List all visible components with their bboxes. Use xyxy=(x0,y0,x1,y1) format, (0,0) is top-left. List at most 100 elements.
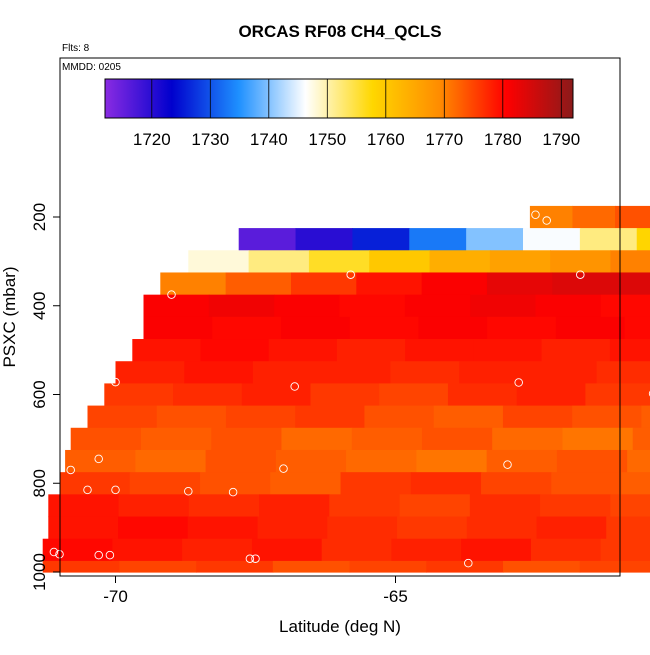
heatmap-cell xyxy=(339,294,406,318)
colorbar-tick-label: 1720 xyxy=(133,130,171,149)
heatmap-cell xyxy=(621,472,650,495)
heatmap-cell xyxy=(609,339,650,362)
heatmap-cell xyxy=(129,472,201,495)
heatmap-cell xyxy=(140,427,212,451)
heatmap-cell xyxy=(447,383,518,407)
x-tick-label: -65 xyxy=(383,587,408,606)
sample-point xyxy=(531,210,540,220)
sample-point xyxy=(279,464,288,473)
heatmap-cell xyxy=(562,427,634,451)
heatmap-cell xyxy=(59,472,131,495)
heatmap-cell xyxy=(466,228,524,251)
heatmap-cell xyxy=(617,272,650,296)
sample-point xyxy=(49,547,59,557)
heatmap-cell xyxy=(473,339,543,362)
heatmap-cell xyxy=(615,205,650,229)
heatmap-cell xyxy=(369,250,431,274)
sample-point xyxy=(66,465,75,475)
heatmap-cell xyxy=(352,228,410,251)
sample-point xyxy=(83,485,92,495)
heatmap-cell xyxy=(503,560,581,573)
sample-point xyxy=(27,485,36,495)
heatmap-cell xyxy=(461,538,532,562)
heatmap-cell xyxy=(184,361,254,385)
heatmap-cell xyxy=(259,494,330,518)
heatmap-cell xyxy=(596,361,650,385)
colorbar-tick-label: 1770 xyxy=(425,130,463,149)
heatmap-cell xyxy=(556,449,628,473)
heatmap-cell xyxy=(535,294,602,318)
heatmap-cell xyxy=(321,361,392,385)
heatmap-cell xyxy=(205,449,277,473)
heatmap-cell xyxy=(579,228,638,251)
heatmap-cell xyxy=(481,472,552,495)
heatmap-cell xyxy=(610,494,650,518)
sample-point xyxy=(94,454,103,464)
colorbar-tick-label: 1730 xyxy=(191,130,229,149)
heatmap-cell xyxy=(404,294,471,318)
sample-point xyxy=(94,550,103,560)
heatmap-cell xyxy=(329,494,401,518)
heatmap-cell xyxy=(418,316,488,340)
heatmap-cell xyxy=(610,250,650,274)
heatmap-cell xyxy=(572,205,616,229)
heatmap-cell xyxy=(336,339,406,362)
heatmap-cell xyxy=(351,427,423,451)
sample-point xyxy=(576,270,585,279)
heatmap-cell xyxy=(290,272,357,296)
heatmap-cell xyxy=(636,228,650,251)
sample-point xyxy=(251,554,260,563)
heatmap-cell xyxy=(536,516,607,540)
heatmap-cell xyxy=(579,560,650,573)
heatmap-cell xyxy=(399,494,471,518)
colorbar-tick-label: 1740 xyxy=(250,130,288,149)
heatmap-cell xyxy=(416,449,488,473)
heatmap-cell xyxy=(397,516,468,540)
heatmap-cell xyxy=(119,560,197,573)
sample-point xyxy=(464,558,473,568)
heatmap-cell xyxy=(459,361,529,385)
y-tick-label: 800 xyxy=(30,469,49,497)
heatmap-cell xyxy=(364,405,435,429)
heatmap-cell xyxy=(540,494,611,518)
colorbar-tick-label: 1790 xyxy=(542,130,580,149)
heatmap-cell xyxy=(156,405,227,429)
heatmap-cell xyxy=(65,449,136,473)
heatmap-cell xyxy=(135,449,207,473)
heatmap-cell xyxy=(606,516,650,540)
colorbar-tick-label: 1780 xyxy=(484,130,522,149)
y-tick-label: 600 xyxy=(30,380,49,408)
heatmap-cell xyxy=(552,272,619,296)
heatmap-cell xyxy=(340,472,412,495)
heatmap-cell xyxy=(624,316,650,340)
y-tick-label: 1000 xyxy=(30,553,49,591)
heatmap-cell xyxy=(143,294,210,318)
heatmap-cell xyxy=(585,383,650,407)
heatmap-cell xyxy=(600,538,650,562)
heatmap-cell xyxy=(379,383,449,407)
sample-point xyxy=(234,219,243,228)
heatmap-cell xyxy=(42,538,114,562)
heatmap-cell xyxy=(410,472,482,495)
x-tick-label: -70 xyxy=(103,587,128,606)
heatmap-cell xyxy=(132,339,202,362)
heatmap-cell xyxy=(295,405,366,429)
heatmap-cell xyxy=(527,361,598,385)
sample-point xyxy=(346,270,355,279)
heatmap-cell xyxy=(118,494,190,518)
heatmap-cell xyxy=(182,538,253,562)
heatmap-cell xyxy=(516,383,586,407)
sample-point xyxy=(228,487,238,497)
heatmap-cell xyxy=(627,449,650,473)
heatmap-cell xyxy=(248,250,310,274)
heatmap-cell xyxy=(421,272,488,296)
heatmap-cell xyxy=(486,449,558,473)
heatmap-cell xyxy=(211,427,283,451)
heatmap-cell xyxy=(187,516,259,540)
heatmap-cell xyxy=(466,516,538,540)
heatmap-cell xyxy=(487,316,557,340)
heatmap-cell xyxy=(208,294,275,318)
heatmap-cell xyxy=(551,472,623,495)
heatmap-cell xyxy=(160,272,227,296)
